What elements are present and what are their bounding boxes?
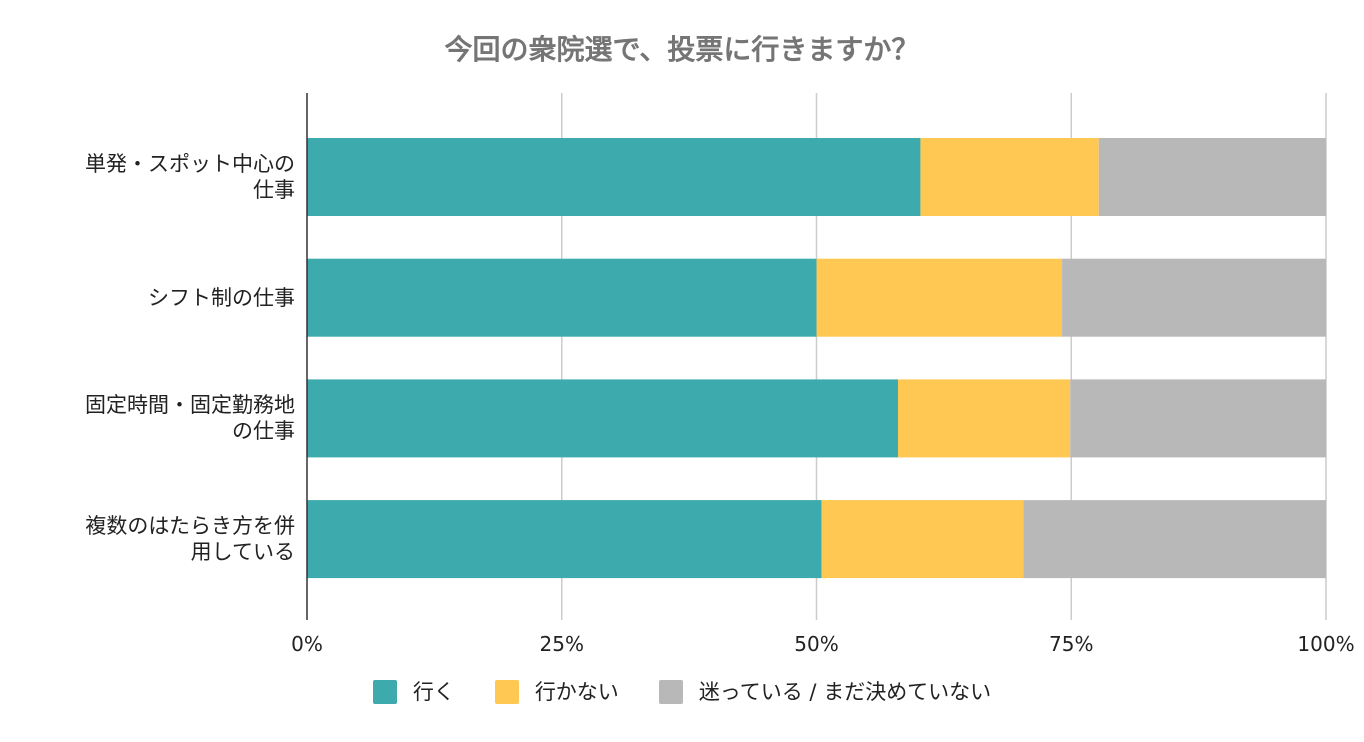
bar-segment-series1-row3 <box>307 379 899 458</box>
bar-segment-series2-row3 <box>898 379 1071 458</box>
x-tick-label: 25% <box>539 632 584 656</box>
legend-item-undecided: 迷っている / まだ決めていない <box>658 680 992 704</box>
bar-segment-series3-row2 <box>1062 258 1326 337</box>
legend-label: 行く <box>412 680 455 704</box>
bar-segment-series2-row1 <box>920 138 1099 216</box>
category-label: 単発・スポット中心の 仕事 <box>85 152 295 202</box>
category-label: 固定時間・固定勤務地 の仕事 <box>85 393 295 444</box>
bar-segment-series2-row2 <box>816 258 1063 337</box>
legend-label: 行かない <box>534 680 619 704</box>
x-tick-label: 50% <box>794 632 839 656</box>
bar-segment-series3-row4 <box>1023 500 1326 579</box>
category-label: シフト制の仕事 <box>148 285 295 310</box>
legend-item-go: 行く <box>372 680 455 704</box>
legend-swatch <box>494 680 519 704</box>
legend-label: 迷っている / まだ決めていない <box>698 680 992 704</box>
category-label: 複数のはたらき方を併 用している <box>85 514 295 565</box>
x-tick-label: 0% <box>291 632 323 656</box>
bars <box>307 138 1326 579</box>
bar-segment-series3-row3 <box>1070 379 1326 458</box>
bar-segment-series3-row1 <box>1098 138 1326 216</box>
bar-segment-series1-row4 <box>307 500 822 579</box>
bar-segment-series1-row1 <box>307 138 921 216</box>
legend: 行く 行かない 迷っている / まだ決めていない <box>0 680 1364 704</box>
x-tick-label: 100% <box>1297 632 1355 656</box>
legend-swatch <box>658 680 683 704</box>
bar-segment-series2-row4 <box>821 500 1024 579</box>
chart-title: 今回の衆院選で、投票に行きますか？ <box>444 33 920 66</box>
legend-item-not-go: 行かない <box>494 680 619 704</box>
bar-segment-series1-row2 <box>307 258 817 337</box>
x-tick-label: 75% <box>1049 632 1094 656</box>
legend-swatch <box>372 680 397 704</box>
